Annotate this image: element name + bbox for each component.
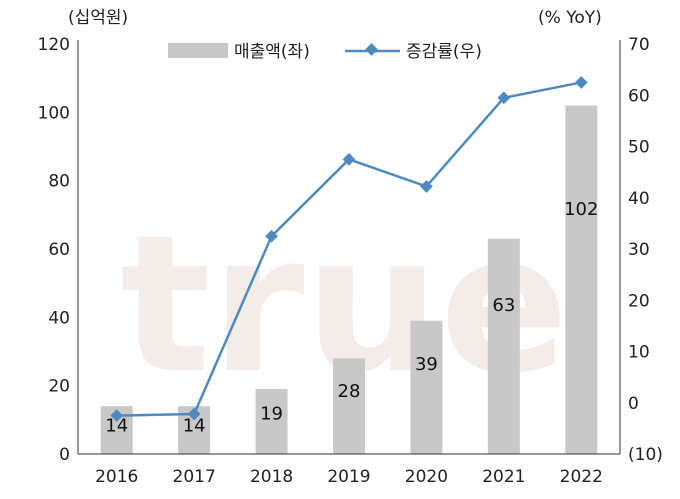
- bar-data-labels: 14 14 19 28 39 63 102: [105, 199, 598, 436]
- right-tick-label: 60: [628, 86, 650, 106]
- left-axis-unit: (십억원): [68, 8, 128, 28]
- left-tick-label: 100: [38, 103, 70, 123]
- bar-2018: [255, 389, 288, 454]
- legend-bar-label: 매출액(좌): [234, 42, 310, 62]
- left-tick-label: 120: [38, 35, 70, 55]
- left-tick-label: 60: [48, 240, 70, 260]
- axes: [77, 40, 621, 455]
- x-tick-label: 2016: [95, 467, 138, 487]
- legend: 매출액(좌) 증감률(우): [168, 42, 482, 62]
- right-tick-label: 20: [628, 291, 650, 311]
- left-axis-ticks: 0 20 40 60 80 100 120: [38, 35, 70, 465]
- x-tick-label: 2019: [327, 467, 370, 487]
- bar-value-label: 28: [338, 381, 361, 402]
- line-point-2020: [420, 180, 433, 193]
- right-tick-label: 50: [628, 138, 650, 158]
- line-point-2022: [574, 76, 588, 89]
- right-axis-ticks: (10) 0 10 20 30 40 50 60 70: [628, 35, 663, 465]
- right-tick-label: 30: [628, 240, 650, 260]
- line-point-2018: [265, 229, 278, 243]
- right-tick-label: 40: [628, 189, 650, 209]
- line-point-2019: [342, 152, 356, 166]
- left-tick-label: 20: [48, 377, 70, 397]
- legend-line-label: 증감률(우): [406, 42, 482, 62]
- bar-2022: [565, 105, 598, 454]
- line-point-2021: [497, 91, 511, 105]
- right-tick-label: 70: [628, 35, 650, 55]
- x-tick-label: 2022: [560, 467, 603, 487]
- bar-2020: [410, 320, 443, 454]
- x-tick-label: 2020: [405, 467, 448, 487]
- right-axis-unit: (% YoY): [538, 8, 602, 28]
- right-tick-label: 0: [628, 394, 639, 414]
- line-point-2017: [187, 407, 201, 421]
- x-tick-label: 2021: [482, 467, 525, 487]
- right-tick-label: 10: [628, 343, 650, 363]
- left-tick-label: 0: [59, 445, 70, 465]
- bar-value-label: 19: [260, 403, 283, 424]
- left-tick-label: 40: [48, 308, 70, 328]
- x-tick-label: 2017: [173, 467, 216, 487]
- left-tick-label: 80: [48, 172, 70, 192]
- right-tick-label: (10): [628, 445, 663, 465]
- legend-bar-swatch: [168, 43, 228, 58]
- x-axis-ticks: 2016 2017 2018 2019 2020 2021 2022: [95, 467, 603, 487]
- bar-value-label: 14: [183, 416, 206, 437]
- bar-value-label: 63: [492, 295, 515, 316]
- legend-diamond-marker: [365, 43, 378, 56]
- bar-value-label: 39: [415, 354, 438, 375]
- x-tick-label: 2018: [250, 467, 293, 487]
- bar-2019: [333, 358, 365, 454]
- line-point-2016: [110, 409, 124, 422]
- bar-value-label: 14: [105, 416, 128, 437]
- bar-value-label: 102: [564, 199, 598, 220]
- bar-2021: [487, 238, 520, 454]
